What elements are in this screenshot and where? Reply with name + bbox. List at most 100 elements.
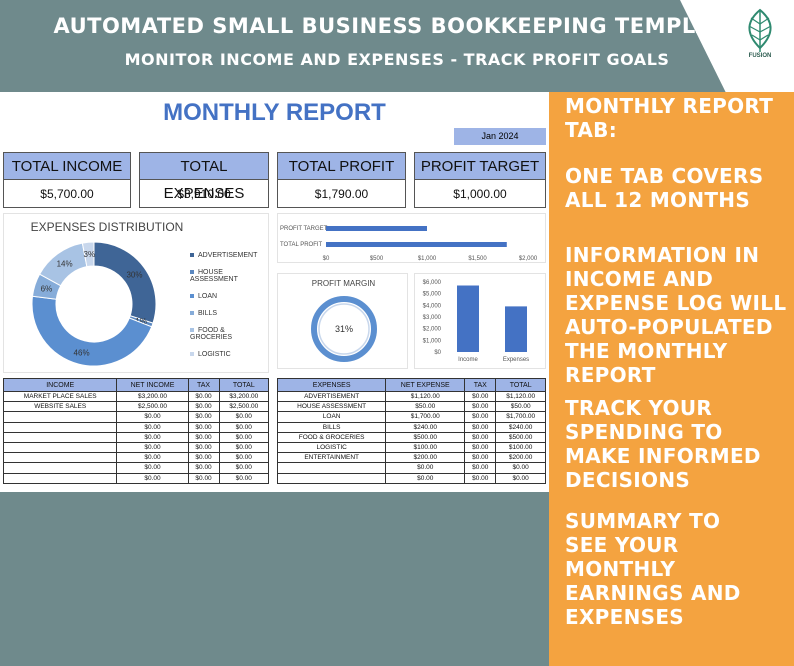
table-cell[interactable] xyxy=(2,472,118,484)
table-cell[interactable] xyxy=(276,472,387,484)
table-cell[interactable]: $200.00 xyxy=(495,452,546,464)
table-cell[interactable]: $3,200.00 xyxy=(116,390,189,403)
table-cell[interactable]: $0.00 xyxy=(116,431,189,443)
margin-label: 31% xyxy=(335,324,353,334)
kpi-total-profit: TOTAL PROFIT $1,790.00 xyxy=(277,152,406,208)
table-cell[interactable]: $500.00 xyxy=(385,431,466,443)
table-cell[interactable]: $2,500.00 xyxy=(116,401,189,413)
table-cell[interactable]: $0.00 xyxy=(218,411,270,423)
margin-ring xyxy=(311,296,377,362)
table-row: $0.00 $0.00 $0.00 xyxy=(2,452,270,464)
table-cell[interactable]: $1,120.00 xyxy=(495,390,546,403)
table-cell[interactable] xyxy=(2,431,118,443)
table-cell[interactable]: $0.00 xyxy=(464,401,497,413)
vbar-bar xyxy=(457,285,479,352)
table-cell[interactable] xyxy=(276,462,387,474)
table-cell[interactable]: $0.00 xyxy=(464,411,497,423)
legend-label: LOGISTIC xyxy=(198,351,231,358)
vbar-tick-label: $5,000 xyxy=(423,292,442,298)
table-cell[interactable]: $200.00 xyxy=(385,452,466,464)
table-cell[interactable]: $0.00 xyxy=(218,452,270,464)
table-cell[interactable]: ENTERTAINMENT xyxy=(276,452,387,464)
table-cell[interactable]: $0.00 xyxy=(218,462,270,474)
table-cell[interactable]: $0.00 xyxy=(464,452,497,464)
table-cell[interactable]: $0.00 xyxy=(218,441,270,454)
monthly-report-sheet: MONTHLY REPORT Jan 2024 TOTAL INCOME $5,… xyxy=(0,92,549,492)
table-cell[interactable]: $0.00 xyxy=(187,431,220,443)
kpi-label: PROFIT TARGET xyxy=(415,153,545,180)
table-cell[interactable] xyxy=(2,452,118,464)
kpi-profit-target: PROFIT TARGET $1,000.00 xyxy=(414,152,546,208)
table-cell[interactable]: $500.00 xyxy=(495,431,546,443)
kpi-label: TOTAL EXPENSES xyxy=(140,153,268,202)
table-cell[interactable] xyxy=(2,411,118,423)
table-cell[interactable]: $0.00 xyxy=(187,462,220,474)
table-cell[interactable]: $0.00 xyxy=(385,472,466,484)
table-cell[interactable]: $0.00 xyxy=(218,431,270,443)
table-cell[interactable]: HOUSE ASSESSMENT xyxy=(276,401,387,413)
table-cell[interactable]: $0.00 xyxy=(116,421,189,433)
table-cell[interactable]: $0.00 xyxy=(187,472,220,484)
table-cell[interactable]: $0.00 xyxy=(495,462,546,474)
table-cell[interactable]: $50.00 xyxy=(385,401,466,413)
table-cell[interactable]: $0.00 xyxy=(187,411,220,423)
legend-item: BILLS xyxy=(190,310,268,317)
table-cell[interactable]: $1,700.00 xyxy=(495,411,546,423)
table-cell[interactable]: ADVERTISEMENT xyxy=(276,390,387,403)
table-cell[interactable]: $100.00 xyxy=(385,441,466,454)
legend-item: LOAN xyxy=(190,293,268,300)
table-cell[interactable]: $0.00 xyxy=(116,411,189,423)
table-cell[interactable]: $100.00 xyxy=(495,441,546,454)
table-cell[interactable]: $0.00 xyxy=(218,472,270,484)
kpi-value: $5,700.00 xyxy=(40,187,94,201)
table-cell[interactable]: LOGISTIC xyxy=(276,441,387,454)
table-cell[interactable]: $0.00 xyxy=(187,452,220,464)
table-cell[interactable]: $0.00 xyxy=(464,441,497,454)
table-cell[interactable]: $0.00 xyxy=(385,462,466,474)
table-cell[interactable]: $1,700.00 xyxy=(385,411,466,423)
table-cell[interactable]: $240.00 xyxy=(495,421,546,433)
month-selector[interactable]: Jan 2024 xyxy=(454,128,546,145)
legend-swatch xyxy=(190,311,194,316)
table-cell[interactable]: $0.00 xyxy=(116,462,189,474)
table-cell[interactable]: $1,120.00 xyxy=(385,390,466,403)
table-cell[interactable] xyxy=(2,421,118,433)
feature-auto-populate: INFORMATION IN INCOME AND EXPENSE LOG WI… xyxy=(565,243,787,387)
legend-label: LOAN xyxy=(198,293,218,300)
table-cell[interactable] xyxy=(2,462,118,474)
table-cell[interactable]: MARKET PLACE SALES xyxy=(2,390,118,403)
table-cell[interactable]: $0.00 xyxy=(495,472,546,484)
donut-label: 1% xyxy=(135,317,147,326)
table-cell[interactable]: $0.00 xyxy=(116,472,189,484)
table-cell[interactable]: $2,500.00 xyxy=(218,401,270,413)
feature-one-tab: ONE TAB COVERS ALL 12 MONTHS xyxy=(565,164,764,212)
table-cell[interactable]: $0.00 xyxy=(464,421,497,433)
donut-label: 30% xyxy=(126,271,142,280)
table-cell[interactable]: $0.00 xyxy=(116,452,189,464)
table-cell[interactable]: $0.00 xyxy=(464,431,497,443)
expenses-distribution-title: EXPENSES DISTRIBUTION xyxy=(30,220,184,234)
table-cell[interactable]: FOOD & GROCERIES xyxy=(276,431,387,443)
legend-label: FOOD & GROCERIES xyxy=(190,327,233,341)
table-cell[interactable]: $0.00 xyxy=(187,421,220,433)
table-cell[interactable]: $0.00 xyxy=(187,441,220,454)
table-cell[interactable]: $240.00 xyxy=(385,421,466,433)
table-cell[interactable]: $0.00 xyxy=(187,401,220,413)
hbar-bar xyxy=(326,226,427,231)
table-cell[interactable]: $0.00 xyxy=(218,421,270,433)
table-cell[interactable]: $0.00 xyxy=(116,441,189,454)
kpi-label: TOTAL INCOME xyxy=(4,153,130,180)
table-cell[interactable]: $0.00 xyxy=(464,390,497,403)
table-row: $0.00 $0.00 $0.00 xyxy=(2,411,270,423)
donut-label: 14% xyxy=(57,260,73,269)
table-cell[interactable]: $3,200.00 xyxy=(218,390,270,403)
table-header: NET INCOME xyxy=(116,378,189,392)
table-cell[interactable]: LOAN xyxy=(276,411,387,423)
table-cell[interactable]: $50.00 xyxy=(495,401,546,413)
table-cell[interactable]: $0.00 xyxy=(187,390,220,403)
table-cell[interactable]: WEBSITE SALES xyxy=(2,401,118,413)
table-cell[interactable]: BILLS xyxy=(276,421,387,433)
table-cell[interactable] xyxy=(2,441,118,454)
table-cell[interactable]: $0.00 xyxy=(464,472,497,484)
table-cell[interactable]: $0.00 xyxy=(464,462,497,474)
